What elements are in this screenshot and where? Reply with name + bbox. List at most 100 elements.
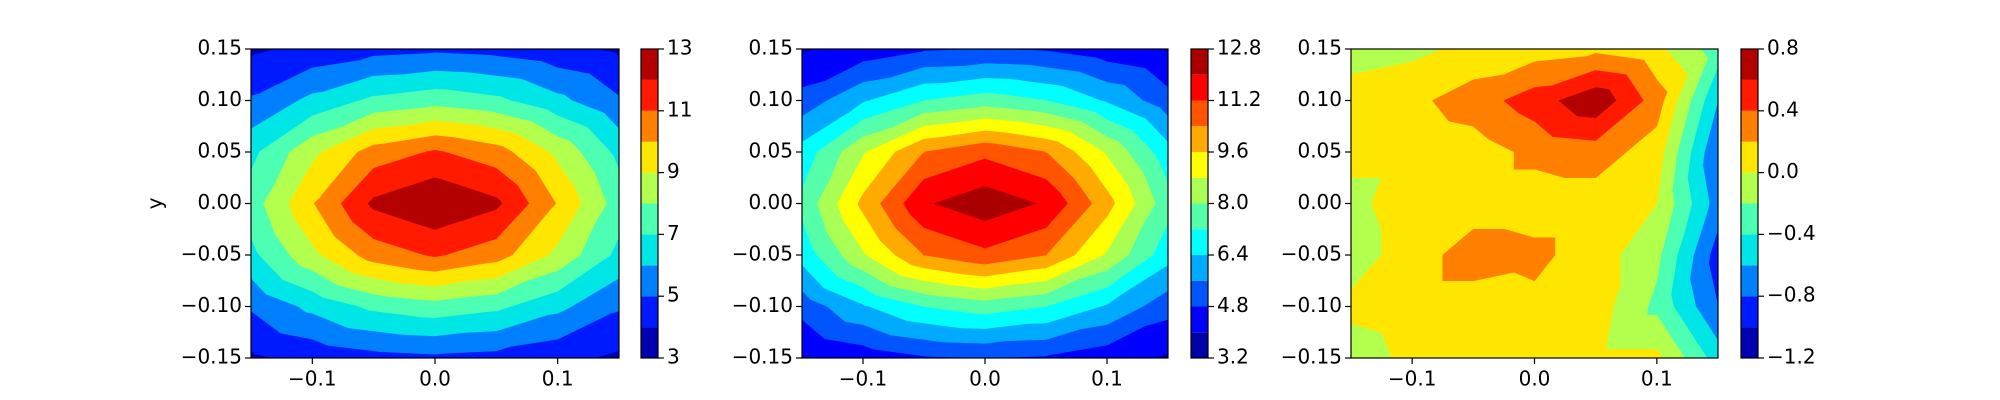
- contour-region: [1045, 178, 1060, 205]
- contour-region: [1473, 228, 1505, 256]
- x-tick-label: 0.1: [542, 367, 574, 391]
- contour-plot: [801, 48, 1169, 359]
- colorbar-band: [1191, 280, 1208, 307]
- contour-plot: [1350, 48, 1719, 359]
- colorbar-band: [1191, 152, 1208, 178]
- contour-region: [1595, 87, 1610, 102]
- colorbar-tick-label: −1.2: [1767, 345, 1816, 369]
- colorbar-tick-label: 3: [667, 345, 680, 369]
- y-axis-label: y: [143, 197, 167, 209]
- x-tick-label: −0.1: [1388, 367, 1437, 391]
- colorbar-band: [1191, 126, 1208, 152]
- contour-region: [984, 185, 1001, 205]
- y-tick-label: −0.15: [1281, 345, 1342, 369]
- colorbar-band: [641, 172, 658, 204]
- contour-region: [923, 136, 943, 153]
- x-tick-label: 0.1: [1641, 367, 1673, 391]
- contour-plot: [250, 48, 620, 359]
- contour-region: [557, 162, 576, 205]
- colorbar-band: [641, 79, 658, 111]
- colorbar-tick-label: 3.2: [1217, 345, 1249, 369]
- colorbar-tick-label: −0.8: [1767, 283, 1816, 307]
- colorbar-tick-label: −0.4: [1767, 221, 1816, 245]
- colorbar-band: [1741, 49, 1758, 80]
- colorbar-band: [1741, 265, 1758, 297]
- contour-region: [434, 177, 459, 205]
- y-tick-label: −0.05: [1281, 242, 1342, 266]
- colorbar-band: [1741, 141, 1758, 173]
- colorbar-tick-label: 0.4: [1767, 97, 1799, 121]
- contour-region: [496, 95, 502, 102]
- colorbar-band: [1741, 172, 1758, 204]
- colorbar-band: [1741, 327, 1758, 358]
- contour-region: [984, 92, 995, 102]
- colorbar-band: [1741, 79, 1758, 111]
- y-tick-label: −0.10: [732, 293, 793, 317]
- colorbar-band: [1191, 177, 1208, 204]
- contour-region: [1106, 189, 1114, 205]
- colorbar-band: [641, 49, 658, 80]
- y-tick-label: 0.15: [1297, 36, 1342, 60]
- colorbar-band: [1191, 306, 1208, 333]
- contour-region: [557, 93, 565, 102]
- contour-region: [1534, 85, 1553, 102]
- colorbar-tick-label: 4.8: [1217, 293, 1249, 317]
- colorbar-tick-label: 0.0: [1767, 159, 1799, 183]
- contour-region: [312, 91, 324, 102]
- contour-region: [862, 127, 892, 153]
- colorbar-tick-label: 9: [667, 159, 680, 183]
- colorbar-band: [641, 296, 658, 328]
- y-tick-label: −0.15: [181, 345, 242, 369]
- contour-region: [923, 163, 972, 205]
- x-tick-label: −0.1: [839, 367, 888, 391]
- colorbar-band: [1191, 229, 1208, 255]
- colorbar-band: [1741, 234, 1758, 266]
- contour-region: [1106, 136, 1120, 153]
- colorbar-band: [1191, 74, 1208, 101]
- colorbar-band: [1191, 203, 1208, 230]
- contour-region: [557, 136, 571, 153]
- contour-region: [434, 150, 438, 153]
- y-tick-label: 0.00: [197, 190, 242, 214]
- contour-region: [1106, 82, 1126, 102]
- colorbar-band: [1741, 296, 1758, 328]
- contour-region: [434, 89, 449, 102]
- contour-region: [923, 83, 946, 102]
- colorbar-tick-label: 8.0: [1217, 190, 1249, 214]
- colorbar-band: [641, 265, 658, 297]
- colorbar-band: [641, 141, 658, 173]
- colorbar-tick-label: 6.4: [1217, 242, 1249, 266]
- colorbar-band: [1741, 110, 1758, 142]
- contour-region: [1656, 79, 1668, 102]
- colorbar-band: [1191, 255, 1208, 281]
- colorbar-band: [1191, 49, 1208, 75]
- colorbar-tick-label: 0.8: [1767, 36, 1799, 60]
- contour-region: [373, 95, 381, 102]
- contour-region: [1656, 348, 1661, 359]
- y-tick-label: 0.15: [748, 36, 793, 60]
- contour-region: [984, 142, 996, 153]
- contour-region: [1045, 83, 1064, 102]
- y-tick-label: 0.00: [748, 190, 793, 214]
- y-tick-label: −0.05: [181, 242, 242, 266]
- colorbar-tick-label: 7: [667, 221, 680, 245]
- colorbar-tick-label: 9.6: [1217, 139, 1249, 163]
- contour-region: [1594, 349, 1658, 359]
- contour-region: [312, 126, 343, 153]
- colorbar-frame: [1740, 48, 1759, 359]
- contour-region: [373, 193, 386, 205]
- contour-region: [862, 77, 891, 102]
- y-tick-label: 0.10: [197, 87, 242, 111]
- y-tick-label: −0.15: [732, 345, 793, 369]
- contour-region: [1473, 74, 1505, 102]
- colorbar-band: [641, 203, 658, 235]
- y-tick-label: 0.05: [197, 139, 242, 163]
- colorbar-band: [1191, 332, 1208, 358]
- colorbar-band: [641, 327, 658, 358]
- colorbar-tick-label: 5: [667, 283, 680, 307]
- colorbar-band: [1741, 203, 1758, 235]
- x-tick-label: 0.0: [1519, 367, 1551, 391]
- colorbar-band: [641, 234, 658, 266]
- x-tick-label: −0.1: [288, 367, 337, 391]
